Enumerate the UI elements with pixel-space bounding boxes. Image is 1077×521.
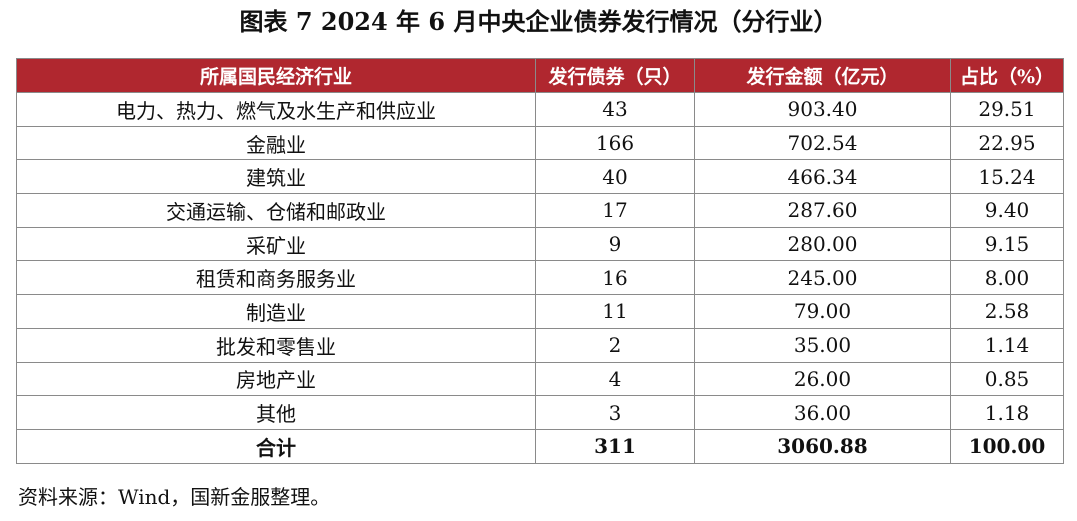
share-cell: 2.58 (950, 294, 1064, 329)
share-cell: 1.18 (950, 395, 1064, 430)
bond-count-cell: 11 (535, 294, 695, 329)
issue-amount-cell: 36.00 (694, 395, 951, 430)
share-cell: 29.51 (950, 92, 1064, 127)
total-issue-amount-cell: 3060.88 (694, 428, 951, 464)
industry-bond-table: 所属国民经济行业 发行债券（只） 发行金额（亿元） 占比（%） 电力、热力、燃气… (16, 58, 1064, 464)
issue-amount-cell: 466.34 (694, 159, 951, 195)
total-bond-count-cell: 311 (535, 428, 695, 464)
header-bond-count: 发行债券（只） (535, 58, 695, 93)
issue-amount-cell: 35.00 (694, 327, 951, 363)
industry-cell: 金融业 (16, 125, 536, 161)
industry-cell: 采矿业 (16, 226, 536, 262)
share-cell: 9.15 (950, 226, 1064, 262)
header-issue-amount: 发行金额（亿元） (694, 58, 951, 93)
share-cell: 15.24 (950, 159, 1064, 195)
bond-count-cell: 4 (535, 361, 695, 397)
table-row: 其他 3 36.00 1.18 (16, 395, 1064, 430)
issue-amount-cell: 26.00 (694, 361, 951, 397)
industry-cell: 房地产业 (16, 361, 536, 397)
bond-count-cell: 166 (535, 125, 695, 161)
industry-cell: 租赁和商务服务业 (16, 260, 536, 296)
share-cell: 9.40 (950, 193, 1064, 228)
bond-count-cell: 2 (535, 327, 695, 363)
header-industry: 所属国民经济行业 (16, 58, 536, 93)
share-cell: 0.85 (950, 361, 1064, 397)
table-row: 电力、热力、燃气及水生产和供应业 43 903.40 29.51 (16, 92, 1064, 127)
industry-cell: 交通运输、仓储和邮政业 (16, 193, 536, 228)
table-row: 批发和零售业 2 35.00 1.14 (16, 327, 1064, 363)
share-cell: 8.00 (950, 260, 1064, 296)
source-note: 资料来源：Wind，国新金服整理。 (18, 485, 331, 509)
bond-count-cell: 9 (535, 226, 695, 262)
bond-count-cell: 43 (535, 92, 695, 127)
bond-count-cell: 40 (535, 159, 695, 195)
industry-cell: 电力、热力、燃气及水生产和供应业 (16, 92, 536, 127)
issue-amount-cell: 903.40 (694, 92, 951, 127)
industry-cell: 批发和零售业 (16, 327, 536, 363)
industry-cell: 制造业 (16, 294, 536, 329)
table-row: 金融业 166 702.54 22.95 (16, 125, 1064, 161)
issue-amount-cell: 702.54 (694, 125, 951, 161)
table-title: 图表 7 2024 年 6 月中央企业债券发行情况（分行业） (239, 7, 838, 36)
issue-amount-cell: 287.60 (694, 193, 951, 228)
table-row: 建筑业 40 466.34 15.24 (16, 159, 1064, 195)
header-share: 占比（%） (950, 58, 1064, 93)
share-cell: 22.95 (950, 125, 1064, 161)
total-label-cell: 合计 (16, 428, 536, 464)
bond-count-cell: 17 (535, 193, 695, 228)
bond-count-cell: 16 (535, 260, 695, 296)
header-row: 所属国民经济行业 发行债券（只） 发行金额（亿元） 占比（%） (16, 58, 1064, 93)
table-row: 采矿业 9 280.00 9.15 (16, 226, 1064, 262)
table-row: 租赁和商务服务业 16 245.00 8.00 (16, 260, 1064, 296)
share-cell: 1.14 (950, 327, 1064, 363)
table-row: 交通运输、仓储和邮政业 17 287.60 9.40 (16, 193, 1064, 228)
bond-count-cell: 3 (535, 395, 695, 430)
total-row: 合计 311 3060.88 100.00 (16, 428, 1064, 464)
issue-amount-cell: 79.00 (694, 294, 951, 329)
table-row: 制造业 11 79.00 2.58 (16, 294, 1064, 329)
table-row: 房地产业 4 26.00 0.85 (16, 361, 1064, 397)
industry-cell: 建筑业 (16, 159, 536, 195)
industry-cell: 其他 (16, 395, 536, 430)
total-share-cell: 100.00 (950, 428, 1064, 464)
issue-amount-cell: 280.00 (694, 226, 951, 262)
issue-amount-cell: 245.00 (694, 260, 951, 296)
